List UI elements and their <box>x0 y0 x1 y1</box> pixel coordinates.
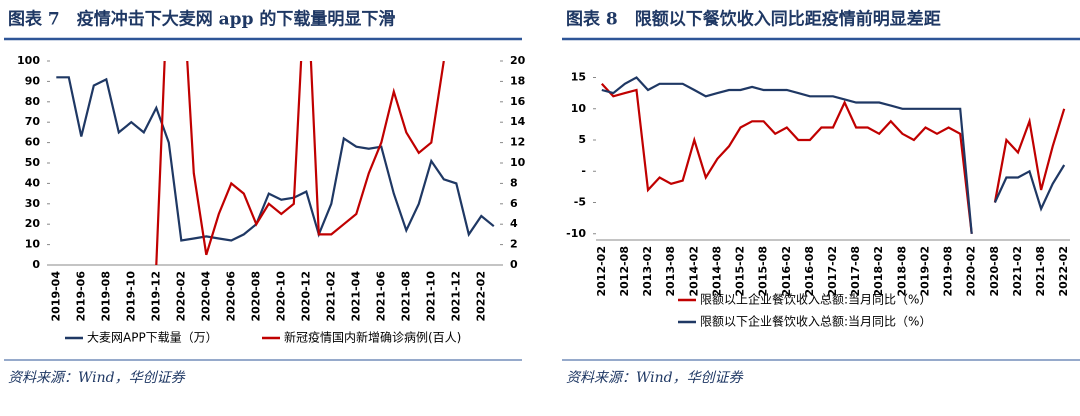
x-tick-label: 2016-02 <box>780 246 793 297</box>
x-tick-label: 2014-08 <box>710 246 723 297</box>
x-tick-label: 2020-12 <box>299 271 312 322</box>
x-tick-label: 2015-02 <box>734 246 747 297</box>
x-tick-label: 2019-10 <box>124 271 137 322</box>
y-tick-label: 10 <box>571 102 587 115</box>
y-tick-label: 30 <box>25 197 41 210</box>
x-tick-label: 2014-02 <box>687 246 700 297</box>
y-tick-label: 15 <box>571 71 586 84</box>
x-tick-label: 2022-02 <box>474 271 487 322</box>
x-tick-label: 2019-12 <box>149 271 162 322</box>
x-tick-label: 2021-08 <box>1034 246 1047 297</box>
x-tick-label: 2020-08 <box>249 271 262 322</box>
y2-tick-label: 12 <box>510 136 525 149</box>
legend-label: 限额以上企业餐饮收入总额:当月同比（%） <box>700 292 931 307</box>
x-tick-label: 2017-02 <box>826 246 839 297</box>
y-tick-label: 80 <box>25 95 41 108</box>
source: 资料来源：Wind，华创证券 <box>566 370 744 386</box>
x-tick-label: 2019-02 <box>918 246 931 297</box>
y2-tick-label: 10 <box>510 156 526 169</box>
y-tick-label: 50 <box>25 156 41 169</box>
x-tick-label: 2020-08 <box>988 246 1001 297</box>
legend-label: 新冠疫情国内新增确诊病例(百人) <box>284 330 461 345</box>
y2-tick-label: 16 <box>510 95 526 108</box>
x-tick-label: 2021-08 <box>399 271 412 322</box>
source: 资料来源：Wind，华创证券 <box>8 370 186 386</box>
x-tick-label: 2019-06 <box>74 271 87 322</box>
x-tick-label: 2021-06 <box>374 271 387 322</box>
series-line <box>56 76 495 242</box>
y2-tick-label: 6 <box>510 197 518 210</box>
x-tick-label: 2012-02 <box>595 246 608 297</box>
y-tick-label: 5 <box>578 133 586 146</box>
x-tick-label: 2018-08 <box>895 246 908 297</box>
y-tick-label: -10 <box>566 227 586 240</box>
y-tick-label: - <box>581 164 586 177</box>
x-tick-label: 2019-08 <box>99 271 112 322</box>
x-tick-label: 2018-02 <box>872 246 885 297</box>
chart-title: 图表 8 限额以下餐饮收入同比距疫情前明显差距 <box>566 9 941 30</box>
x-tick-label: 2015-08 <box>757 246 770 297</box>
x-tick-label: 2020-06 <box>224 271 237 322</box>
x-tick-label: 2021-02 <box>1011 246 1024 297</box>
y-tick-label: 100 <box>17 54 40 67</box>
legend-label: 限额以下企业餐饮收入总额:当月同比（%） <box>700 314 931 329</box>
x-tick-label: 2020-02 <box>965 246 978 297</box>
y2-tick-label: 18 <box>510 74 525 87</box>
x-tick-label: 2022-02 <box>1057 246 1070 297</box>
chart-title: 图表 7 疫情冲击下大麦网 app 的下载量明显下滑 <box>8 9 395 30</box>
x-tick-label: 2020-10 <box>274 271 287 322</box>
x-tick-label: 2020-04 <box>199 271 212 322</box>
legend-label: 大麦网APP下载量（万） <box>87 331 218 345</box>
x-tick-label: 2013-08 <box>664 246 677 297</box>
x-tick-label: 2021-02 <box>324 271 337 322</box>
y-tick-label: 40 <box>25 176 41 189</box>
x-tick-label: 2021-10 <box>424 271 437 322</box>
x-tick-label: 2012-08 <box>618 246 631 297</box>
x-tick-label: 2019-08 <box>942 246 955 297</box>
y2-tick-label: 8 <box>510 176 518 189</box>
series-line <box>601 76 1066 234</box>
series-line <box>155 61 445 265</box>
y-tick-label: 90 <box>25 74 41 87</box>
y-tick-label: 60 <box>25 136 41 149</box>
x-tick-label: 2020-02 <box>174 271 187 322</box>
y2-tick-label: 0 <box>510 258 518 271</box>
x-tick-label: 2017-08 <box>849 246 862 297</box>
y-tick-label: 20 <box>25 217 41 230</box>
x-tick-label: 2021-12 <box>449 271 462 322</box>
y2-tick-label: 2 <box>510 238 518 251</box>
y2-tick-label: 14 <box>510 115 526 128</box>
x-tick-label: 2019-04 <box>49 271 62 322</box>
x-tick-label: 2021-04 <box>349 271 362 322</box>
x-tick-label: 2016-08 <box>803 246 816 297</box>
y-tick-label: 10 <box>25 238 41 251</box>
series-line <box>600 83 1066 234</box>
y-tick-label: 70 <box>25 115 41 128</box>
y-tick-label: 0 <box>32 258 40 271</box>
x-tick-label: 2013-02 <box>641 246 654 297</box>
y-tick-label: -5 <box>574 196 586 209</box>
y2-tick-label: 20 <box>510 54 526 67</box>
y2-tick-label: 4 <box>510 217 518 230</box>
